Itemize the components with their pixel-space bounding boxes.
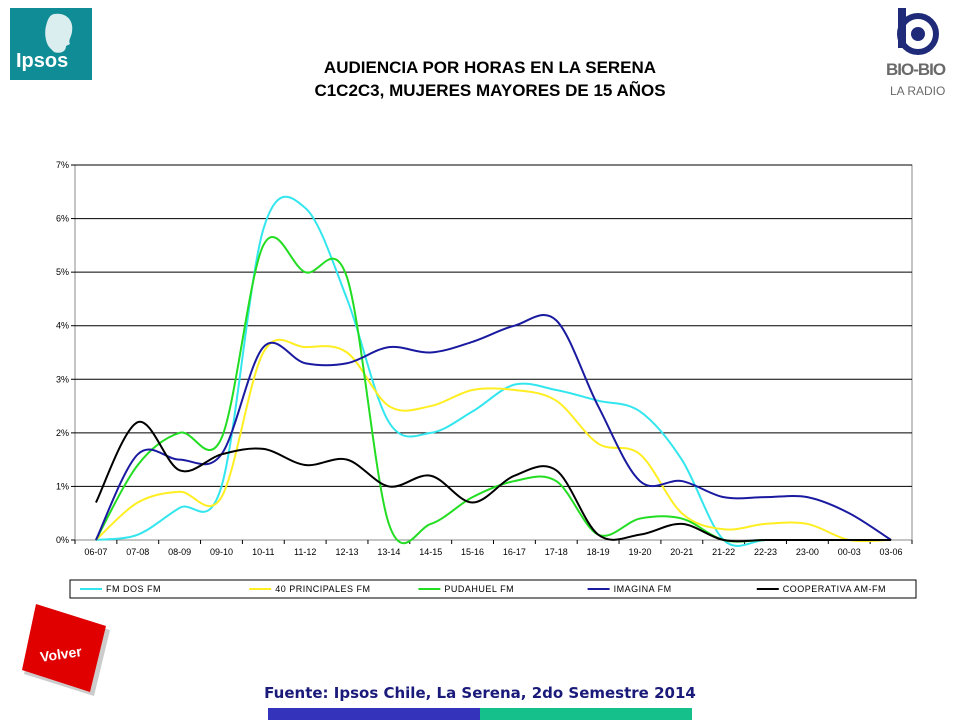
biobio-sub: LA RADIO [890,84,946,98]
x-axis-ticks: 06-07 07-08 08-09 09-10 10-11 11-12 12-13 13-14… [74,540,913,557]
legend-label: FM DOS FM [106,584,161,594]
x-tick-label: 12-13 [336,547,359,557]
x-tick-label: 13-14 [377,547,400,557]
y-tick-label: 6% [56,214,69,224]
x-tick-label: 16-17 [503,547,526,557]
x-tick-label: 09-10 [210,547,233,557]
x-tick-label: 22-23 [754,547,777,557]
legend-label: COOPERATIVA AM-FM [783,584,886,594]
y-tick-label: 2% [56,428,69,438]
audience-line-chart: 0% 1% 2% 3% 4% 5% 6% 7% 06-07 07-08 08-09 09-10 10-… [56,160,917,599]
x-tick-label: 17-18 [545,547,568,557]
plot-area [74,164,913,541]
y-tick-label: 5% [56,267,69,277]
legend-label: 40 PRINCIPALES FM [275,584,370,594]
x-tick-label: 18-19 [587,547,610,557]
page-title: AUDIENCIA POR HORAS EN LA SERENA C1C2C3,… [190,56,790,102]
ipsos-logo: Ipsos [10,8,92,80]
ipsos-profile-icon [45,13,73,53]
x-tick-label: 23-00 [796,547,819,557]
y-tick-label: 0% [56,535,69,545]
footer-bar-blue [268,708,480,720]
volver-button[interactable] [22,604,114,700]
legend-box [69,579,917,599]
x-tick-label: 15-16 [461,547,484,557]
x-tick-label: 14-15 [419,547,442,557]
series-line-0 [95,195,892,547]
x-tick-label: 19-20 [628,547,651,557]
series-line-1 [95,338,892,543]
x-tick-label: 20-21 [670,547,693,557]
y-axis-ticks: 0% 1% 2% 3% 4% 5% 6% 7% [56,160,75,545]
x-tick-label: 06-07 [84,547,107,557]
biobio-name: BIO-BIO [886,60,946,79]
series-line-3 [95,314,892,541]
series-lines [95,195,892,547]
legend: FM DOS FM 40 PRINCIPALES FM PUDAHUEL FM IMA… [69,579,917,599]
footer-bar-green [480,708,692,720]
y-tick-label: 7% [56,160,69,170]
legend-label: PUDAHUEL FM [444,584,514,594]
gridlines [75,164,912,487]
x-tick-label: 11-12 [294,547,316,557]
ipsos-logo-text: Ipsos [16,50,69,72]
title-line-2: C1C2C3, MUJERES MAYORES DE 15 AÑOS [314,81,666,100]
x-tick-label: 08-09 [168,547,191,557]
y-tick-label: 4% [56,321,69,331]
x-tick-label: 10-11 [252,547,274,557]
y-tick-label: 1% [56,481,69,491]
x-tick-label: 00-03 [838,547,861,557]
source-note: Fuente: Ipsos Chile, La Serena, 2do Seme… [264,684,696,702]
title-line-1: AUDIENCIA POR HORAS EN LA SERENA [323,58,657,77]
y-tick-label: 3% [56,374,69,384]
x-tick-label: 07-08 [126,547,149,557]
biobio-logo: BIO-BIO LA RADIO [884,6,952,100]
x-tick-label: 03-06 [880,547,903,557]
legend-label: IMAGINA FM [614,584,672,594]
biobio-mark-icon [897,8,939,55]
x-tick-label: 21-22 [712,547,735,557]
series-line-4 [95,421,892,543]
